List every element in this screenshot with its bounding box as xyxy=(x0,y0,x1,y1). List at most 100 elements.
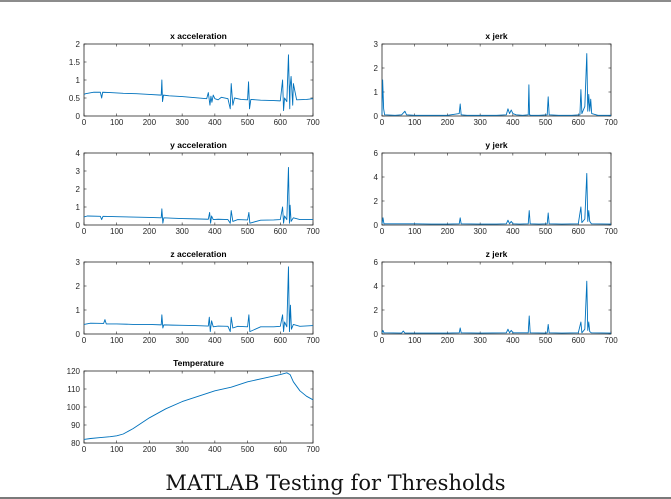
temperature-y-tick-label: 110 xyxy=(67,385,80,394)
x-acceleration-x-tick-label: 400 xyxy=(208,118,222,127)
y-acceleration-series-line xyxy=(83,166,313,224)
y-acceleration-x-tick-label: 600 xyxy=(274,227,288,236)
y-jerk-chart: y jerk 0 100 200 300 400 500 600 700 0 2 4 6 xyxy=(374,140,619,236)
temperature-series-line xyxy=(83,372,314,440)
z-acceleration-x-tick-label: 300 xyxy=(175,336,189,345)
top-rule xyxy=(0,0,671,2)
y-acceleration-y-tick-label: 4 xyxy=(76,149,81,158)
y-acceleration-y-tick-label: 1 xyxy=(76,203,81,212)
z-acceleration-x-tick-label: 200 xyxy=(143,336,157,345)
y-acceleration-x-tick-label: 400 xyxy=(208,227,222,236)
y-acceleration-y-tick-label: 0 xyxy=(76,221,81,230)
y-acceleration-y-tick-label: 3 xyxy=(76,167,81,176)
z-acceleration-plot-frame xyxy=(83,261,314,335)
x-jerk-x-tick-label: 600 xyxy=(572,118,586,127)
z-jerk-x-tick-label: 100 xyxy=(408,336,422,345)
x-acceleration-x-tick-label: 700 xyxy=(306,118,320,127)
z-acceleration-y-tick-label: 1 xyxy=(76,306,81,315)
z-jerk-plot-frame xyxy=(381,261,612,335)
x-acceleration-y-tick-label: 0.5 xyxy=(69,94,81,103)
z-jerk-y-tick-label: 0 xyxy=(374,330,379,339)
x-acceleration-chart: x acceleration 0 100 200 300 400 500 600 700 0 0.5… xyxy=(69,31,320,127)
temperature-x-tick-label: 400 xyxy=(208,445,222,454)
x-jerk-plot-frame xyxy=(381,43,612,117)
z-jerk-x-tick-label: 500 xyxy=(539,336,553,345)
temperature-x-tick-label: 100 xyxy=(110,445,124,454)
x-jerk-x-tick-label: 300 xyxy=(473,118,487,127)
x-jerk-x-tick-label: 700 xyxy=(604,118,618,127)
temperature-x-tick-label: 600 xyxy=(274,445,288,454)
x-acceleration-x-tick-label: 600 xyxy=(274,118,288,127)
y-jerk-plot-frame xyxy=(381,152,612,226)
bottom-rule xyxy=(0,497,671,499)
x-jerk-title: x jerk xyxy=(485,31,507,41)
y-jerk-x-tick-label: 600 xyxy=(572,227,586,236)
y-jerk-x-tick-label: 500 xyxy=(539,227,553,236)
y-jerk-x-tick-label: 300 xyxy=(473,227,487,236)
temperature-x-tick-label: 700 xyxy=(306,445,320,454)
y-jerk-x-tick-label: 100 xyxy=(408,227,422,236)
temperature-chart: Temperature 0 100 200 300 400 500 600 700 80 90 100… xyxy=(67,358,321,454)
x-jerk-x-tick-label: 200 xyxy=(441,118,455,127)
temperature-title: Temperature xyxy=(173,358,224,368)
y-jerk-y-tick-label: 4 xyxy=(374,173,379,182)
z-acceleration-x-tick-label: 500 xyxy=(241,336,255,345)
slide-title: MATLAB Testing for Thresholds xyxy=(165,471,506,495)
y-jerk-title: y jerk xyxy=(485,140,507,150)
y-jerk-y-tick-label: 6 xyxy=(374,149,379,158)
x-jerk-series-line xyxy=(381,53,611,116)
temperature-plot-frame xyxy=(83,370,314,444)
x-jerk-x-tick-label: 0 xyxy=(380,118,385,127)
x-jerk-y-tick-label: 2 xyxy=(374,64,379,73)
x-jerk-chart: x jerk 0 100 200 300 400 500 600 700 0 1 2 3 xyxy=(374,31,619,127)
z-acceleration-y-tick-label: 2 xyxy=(76,282,81,291)
x-jerk-x-tick-label: 500 xyxy=(539,118,553,127)
y-acceleration-title: y acceleration xyxy=(170,140,227,150)
x-acceleration-series-line xyxy=(83,54,314,112)
x-jerk-y-tick-label: 3 xyxy=(374,40,379,49)
x-acceleration-title: x acceleration xyxy=(170,31,227,41)
z-jerk-series-line xyxy=(381,280,612,334)
x-jerk-x-tick-label: 100 xyxy=(408,118,422,127)
z-jerk-y-tick-label: 2 xyxy=(374,306,379,315)
y-jerk-y-tick-label: 2 xyxy=(374,197,379,206)
z-acceleration-x-tick-label: 700 xyxy=(306,336,320,345)
y-jerk-x-tick-label: 400 xyxy=(506,227,520,236)
z-jerk-y-tick-label: 6 xyxy=(374,258,379,267)
y-acceleration-x-tick-label: 200 xyxy=(143,227,157,236)
y-jerk-x-tick-label: 0 xyxy=(380,227,385,236)
z-acceleration-y-tick-label: 3 xyxy=(76,258,81,267)
z-jerk-x-tick-label: 400 xyxy=(506,336,520,345)
z-acceleration-x-tick-label: 400 xyxy=(208,336,222,345)
temperature-y-tick-label: 100 xyxy=(67,403,81,412)
x-acceleration-x-tick-label: 500 xyxy=(241,118,255,127)
z-acceleration-title: z acceleration xyxy=(170,249,226,259)
x-acceleration-y-tick-label: 0 xyxy=(76,112,81,121)
x-acceleration-x-tick-label: 0 xyxy=(82,118,87,127)
z-acceleration-chart: z acceleration 0 100 200 300 400 500 600 700 0 1 2 3 xyxy=(76,249,321,345)
x-acceleration-y-tick-label: 1 xyxy=(76,76,81,85)
y-jerk-y-tick-label: 0 xyxy=(374,221,379,230)
x-acceleration-y-tick-label: 2 xyxy=(76,40,81,49)
y-jerk-series-line xyxy=(381,172,612,225)
y-jerk-x-tick-label: 700 xyxy=(604,227,618,236)
y-acceleration-x-tick-label: 700 xyxy=(306,227,320,236)
x-acceleration-x-tick-label: 100 xyxy=(110,118,124,127)
z-acceleration-y-tick-label: 0 xyxy=(76,330,81,339)
temperature-x-tick-label: 0 xyxy=(82,445,87,454)
z-jerk-x-tick-label: 300 xyxy=(473,336,487,345)
temperature-y-tick-label: 120 xyxy=(67,367,81,376)
z-acceleration-x-tick-label: 0 xyxy=(82,336,87,345)
temperature-x-tick-label: 300 xyxy=(175,445,189,454)
y-acceleration-plot-frame xyxy=(83,152,314,226)
z-jerk-y-tick-label: 4 xyxy=(374,282,379,291)
y-acceleration-x-tick-label: 300 xyxy=(175,227,189,236)
x-jerk-y-tick-label: 1 xyxy=(374,88,379,97)
z-acceleration-series-line xyxy=(83,266,314,333)
z-jerk-x-tick-label: 600 xyxy=(572,336,586,345)
y-acceleration-x-tick-label: 0 xyxy=(82,227,87,236)
x-jerk-y-tick-label: 0 xyxy=(374,112,379,121)
temperature-y-tick-label: 80 xyxy=(71,439,80,448)
